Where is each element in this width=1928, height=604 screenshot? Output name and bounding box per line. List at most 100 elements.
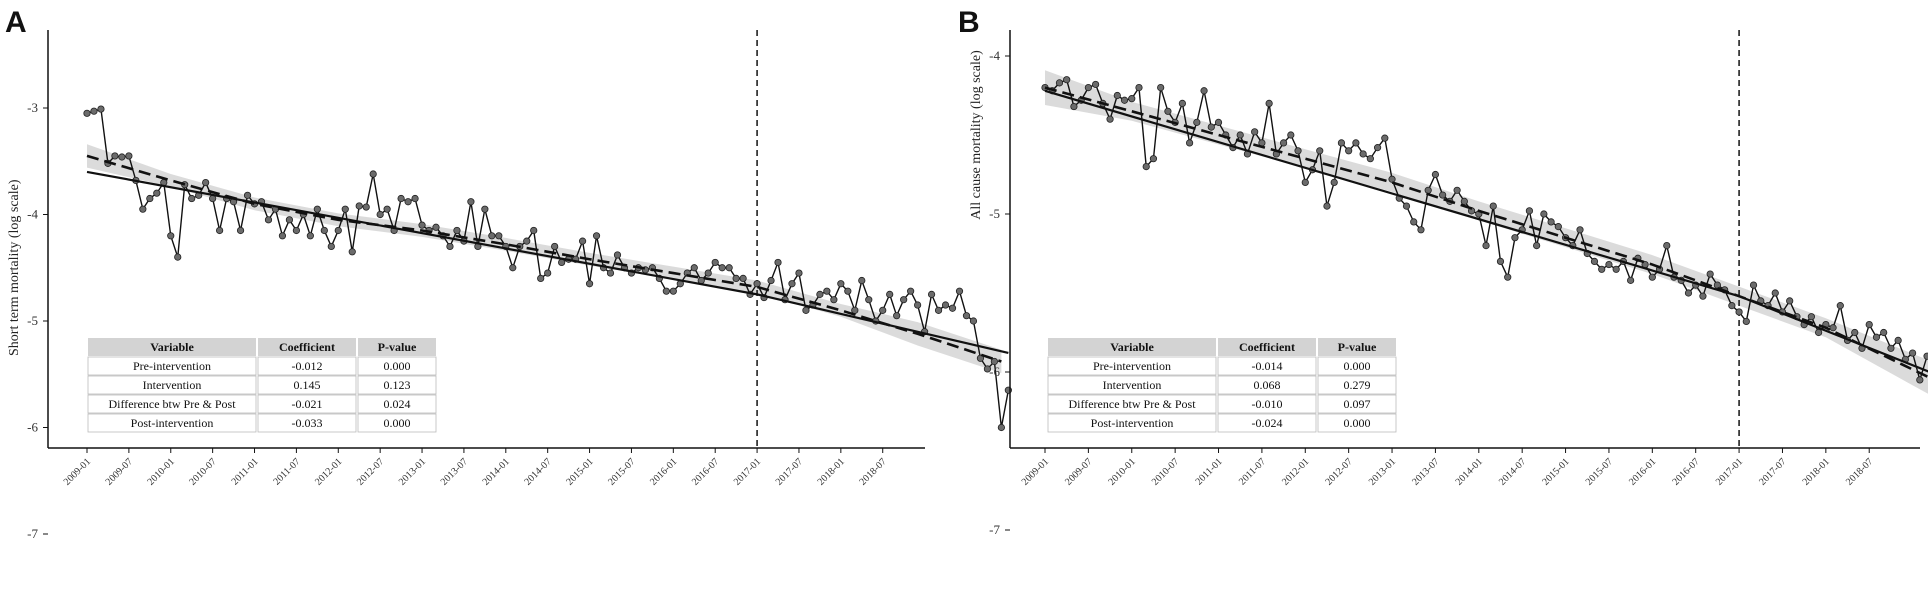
coefficient-table: Variable Coefficient P-value Pre-interventi… (1047, 338, 1397, 433)
x-tick-label: 2016-07 (1670, 456, 1701, 487)
data-point (1345, 147, 1353, 155)
data-point (948, 304, 957, 312)
data-point (1496, 257, 1505, 265)
panel-letter: A (5, 6, 27, 39)
data-point (962, 312, 971, 320)
table-cell-value: -0.014 (1252, 359, 1283, 373)
data-point (983, 365, 992, 373)
data-point (1684, 289, 1693, 297)
table-cell-value: -0.010 (1252, 397, 1283, 411)
table-cell-value: Pre-intervention (1093, 359, 1171, 373)
data-point (146, 194, 154, 203)
data-point (1706, 270, 1714, 278)
data-point (795, 269, 803, 277)
data-point (1424, 186, 1432, 194)
x-tick-label: 2016-01 (648, 456, 679, 487)
table-cell-value: 0.000 (1344, 416, 1371, 430)
table-cell (1217, 394, 1317, 414)
x-tick-label: 2012-07 (355, 456, 386, 487)
data-point (704, 269, 712, 277)
table-cell-value: -0.033 (292, 416, 323, 430)
data-point (1106, 115, 1114, 123)
data-point (1836, 302, 1844, 310)
table-cell (357, 413, 437, 433)
data-point (495, 232, 503, 240)
table-cell (357, 356, 437, 376)
table-cell-value: Post-intervention (1091, 416, 1174, 430)
table-cell-value: 0.068 (1254, 378, 1281, 392)
data-point (551, 242, 559, 251)
data-point (1865, 320, 1873, 329)
data-point (1186, 139, 1194, 147)
table-header-cell (1318, 338, 1396, 356)
data-point (1771, 289, 1779, 297)
data-point (1142, 163, 1150, 171)
trend-line-pre (1044, 89, 1740, 298)
y-tick-label: -5 (989, 206, 1000, 221)
table-cell (1047, 356, 1217, 376)
y-axis-title: Short term mortality (log scale) (7, 179, 22, 356)
data-point (530, 226, 538, 235)
data-point (376, 210, 384, 219)
table-header-label: Variable (150, 340, 194, 354)
table-header-cell (1048, 338, 1216, 356)
data-point (411, 194, 419, 203)
data-point (1236, 131, 1244, 139)
data-point (292, 226, 300, 235)
data-point (976, 354, 985, 362)
data-point (509, 264, 517, 272)
x-tick-label: 2018-07 (857, 456, 888, 487)
data-point (313, 205, 321, 213)
data-point (1388, 175, 1396, 183)
data-point (285, 216, 294, 224)
data-point (1381, 134, 1389, 142)
x-tick-label: 2013-01 (397, 456, 428, 487)
x-tick-label: 2014-07 (522, 456, 553, 487)
data-point (1829, 324, 1837, 332)
data-point (320, 226, 328, 235)
x-tick-label: 2012-01 (1280, 456, 1311, 487)
panel-b: B -4 -5 -6 -7 All cause mortality (log scale)… (958, 6, 1928, 537)
data-point (334, 226, 342, 235)
trend-line-pre (86, 170, 758, 296)
table-cell (357, 375, 437, 395)
data-point (1525, 207, 1534, 215)
table-header-label: Coefficient (279, 340, 335, 354)
x-tick-label: 2009-07 (1063, 456, 1094, 487)
x-tick-label: 2013-07 (1410, 456, 1441, 487)
y-tick-label: -4 (989, 48, 1000, 63)
table-cell-value: Intervention (143, 378, 202, 392)
panel-a: A -3 -4 -5 -6 -7 Short term mortality (log sca… (5, 6, 1012, 541)
data-point (1337, 139, 1346, 147)
x-tick-label: 2014-01 (481, 456, 512, 487)
table-header-cell (258, 338, 356, 356)
table-cell (257, 413, 357, 433)
data-point (1547, 218, 1555, 226)
table-cell-value: Intervention (1103, 378, 1162, 392)
table-cell (1217, 375, 1317, 395)
data-point (1749, 281, 1758, 289)
data-point (934, 306, 943, 314)
data-point (1128, 95, 1136, 103)
x-tick-label: 2015-07 (606, 456, 637, 487)
table-cell (87, 413, 257, 433)
table-cell (87, 356, 257, 376)
table-header-cell (1218, 338, 1316, 356)
data-point (397, 194, 405, 203)
table-header-label: P-value (1338, 340, 1377, 354)
table-cell (1217, 356, 1317, 376)
data-point (1540, 210, 1548, 218)
data-point (1352, 139, 1360, 147)
data-point (537, 274, 545, 282)
data-point (355, 202, 363, 210)
y-tick-label: -6 (27, 420, 38, 435)
x-tick-label: 2012-07 (1323, 456, 1354, 487)
data-point (1084, 84, 1092, 92)
table-cell-value: 0.279 (1344, 378, 1371, 392)
data-point (585, 280, 594, 288)
data-point (1366, 155, 1374, 163)
table-cell-value: 0.000 (1344, 359, 1371, 373)
data-point (865, 296, 873, 304)
data-point (879, 306, 887, 314)
table-cell-value: -0.021 (292, 397, 323, 411)
